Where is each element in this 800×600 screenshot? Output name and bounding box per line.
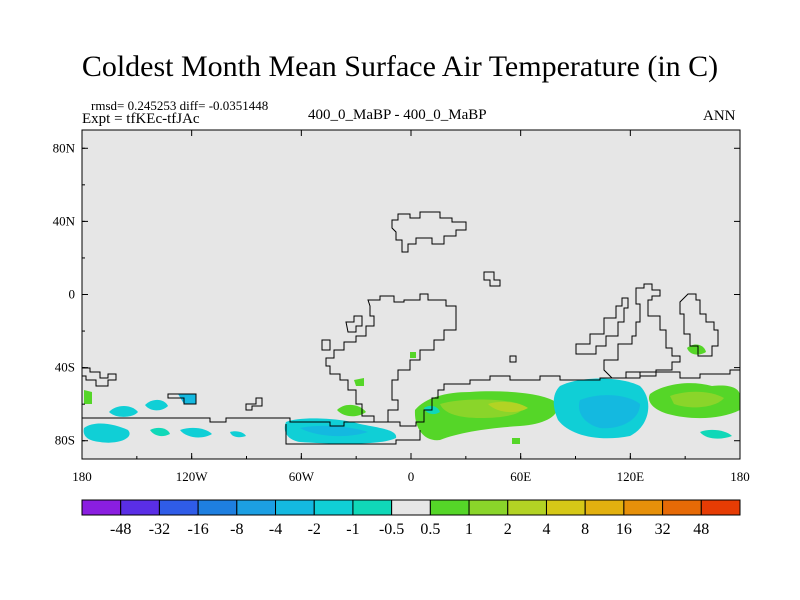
anomaly-region [670, 391, 724, 408]
anomaly-region [230, 431, 246, 438]
continent-outline [575, 297, 629, 355]
anomaly-region [300, 425, 368, 437]
colorbar-label: -16 [187, 521, 208, 538]
anomaly-region [687, 344, 706, 355]
continent-outline [509, 355, 517, 363]
anomaly-region [109, 406, 138, 417]
colorbar-swatch [313, 499, 354, 516]
continent-outline [345, 315, 363, 333]
lat-tick-label: 40N [53, 213, 76, 228]
anomaly-region [700, 429, 732, 439]
colorbar-swatch [236, 499, 277, 516]
colorbar-label: -1 [346, 521, 359, 538]
colorbar-swatch [662, 499, 702, 516]
colorbar-label: -32 [149, 521, 170, 538]
colorbar-label: 16 [616, 521, 632, 538]
colorbar-label: -4 [269, 521, 282, 538]
colorbar-swatch [158, 499, 199, 516]
colorbar-swatch [545, 499, 586, 516]
colorbar-swatch [81, 499, 122, 516]
continent-outline [82, 367, 117, 387]
colorbar-swatch [120, 499, 160, 516]
colorbar: -48 -32 -16 -8 -4 -2 -1 -0.5 0.5 1 2 4 8 16 32 48 [81, 499, 741, 538]
continent-outline [245, 397, 263, 411]
continent-outline [391, 211, 467, 253]
period-label: 400_0_MaBP - 400_0_MaBP [308, 107, 487, 123]
map-title: Coldest Month Mean Surface Air Temperatu… [81, 50, 719, 83]
colorbar-swatch [391, 499, 431, 516]
anomaly-region [578, 395, 640, 429]
anomaly-region [145, 399, 168, 411]
colorbar-label: -0.5 [379, 521, 404, 538]
lon-tick-label: 60E [510, 469, 531, 484]
colorbar-swatch [584, 499, 625, 516]
continent-outline [82, 369, 740, 427]
lon-tick-label: 120E [617, 469, 645, 484]
colorbar-label: -48 [110, 521, 131, 538]
anomaly-region [84, 390, 92, 404]
continent-outline [325, 293, 457, 423]
colorbar-label: -8 [230, 521, 243, 538]
colorbar-label: 4 [542, 521, 550, 538]
colorbar-label: 48 [693, 521, 709, 538]
continent-outline [483, 271, 501, 287]
continent-outline [603, 283, 681, 379]
anomaly-region [488, 401, 528, 413]
map-panel: 80N 40N 0 40S 80S 180 120W 60W 0 60E 120E 180 [53, 129, 750, 484]
colorbar-swatch [468, 499, 509, 516]
lat-tick-label: 80N [53, 140, 76, 155]
colorbar-label: -2 [308, 521, 321, 538]
stats-text: rmsd= 0.245253 diff= -0.0351448 [91, 98, 269, 113]
colorbar-label: 1 [465, 521, 473, 538]
anomaly-region [178, 394, 196, 404]
lon-tick-label: 180 [730, 469, 750, 484]
lon-tick-label: 60W [289, 469, 315, 484]
experiment-label: Expt = tfKEc-tfJAc [82, 111, 200, 127]
anomaly-region [180, 427, 212, 438]
anomaly-fields [83, 344, 740, 444]
anomaly-region [83, 423, 130, 443]
colorbar-label: 0.5 [420, 521, 440, 538]
season-label: ANN [703, 108, 736, 124]
anomaly-region [512, 438, 520, 444]
colorbar-swatch [507, 499, 547, 516]
lat-tick-label: 80S [55, 433, 75, 448]
anomaly-region [337, 404, 366, 417]
continent-outline [167, 393, 197, 405]
anomaly-region [410, 352, 416, 358]
colorbar-label: 32 [655, 521, 671, 538]
colorbar-label: 8 [581, 521, 589, 538]
map-axis-ticks: 80N 40N 0 40S 80S 180 120W 60W 0 60E 120E 180 [53, 130, 750, 484]
continent-outline [285, 424, 421, 445]
lon-tick-label: 0 [408, 469, 415, 484]
lat-tick-label: 0 [69, 287, 76, 302]
lat-tick-label: 40S [55, 360, 75, 375]
continent-outline [679, 293, 719, 357]
colorbar-swatch [429, 499, 470, 516]
colorbar-swatch [352, 499, 393, 516]
colorbar-label: 2 [504, 521, 512, 538]
continent-outlines [82, 211, 740, 445]
lon-tick-label: 180 [72, 469, 92, 484]
colorbar-swatch [700, 499, 741, 516]
anomaly-region [150, 427, 170, 437]
continent-outline [321, 339, 331, 351]
colorbar-swatch [623, 499, 664, 516]
anomaly-region [354, 378, 364, 386]
colorbar-swatch [197, 499, 238, 516]
colorbar-swatch [275, 499, 315, 516]
lon-tick-label: 120W [176, 469, 209, 484]
